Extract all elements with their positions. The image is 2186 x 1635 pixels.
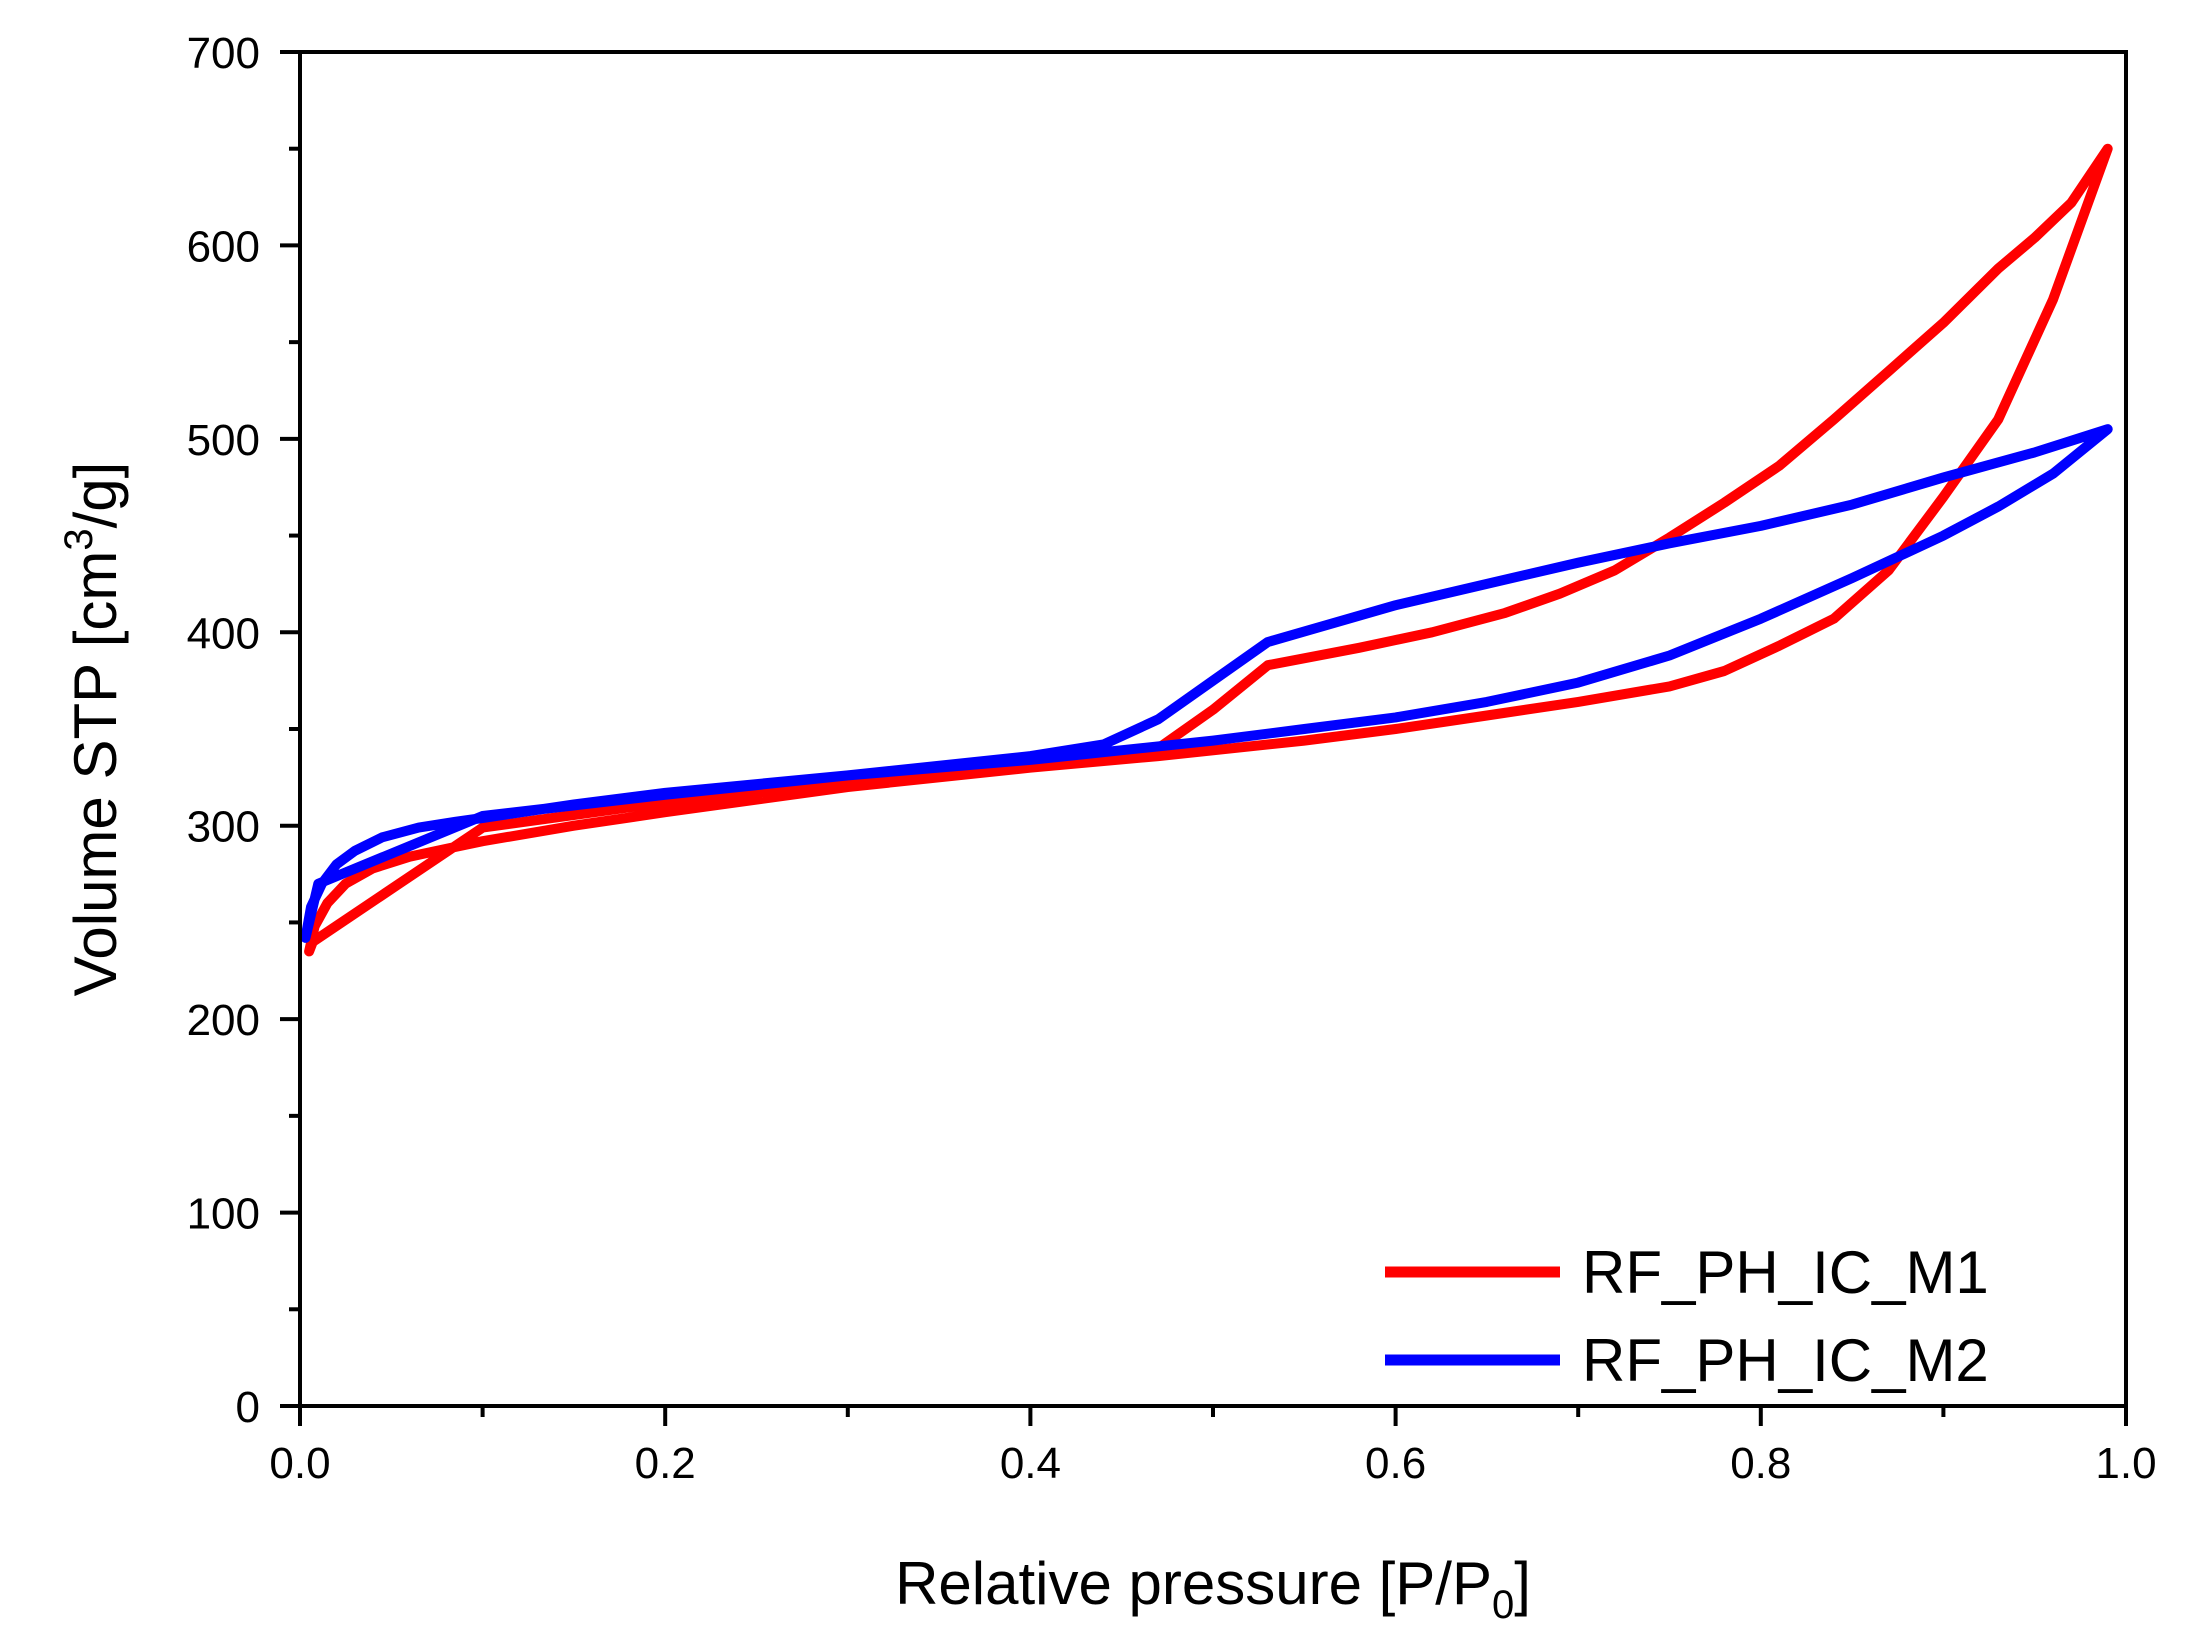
y-tick-label: 0 bbox=[236, 1383, 260, 1432]
y-axis-title-superscript: 3 bbox=[57, 528, 101, 550]
x-tick-label: 0.2 bbox=[635, 1439, 696, 1488]
x-tick-label: 0.0 bbox=[269, 1439, 330, 1488]
x-tick-label: 0.6 bbox=[1365, 1439, 1426, 1488]
series-line-1 bbox=[304, 143, 2113, 957]
y-tick-label: 700 bbox=[187, 29, 260, 78]
ticks-layer: 0.0 0.2 0.4 0.6 0.8 1.0 0 100 200 300 400 500 600 700 bbox=[187, 29, 2157, 1488]
y-axis-title: Volume STP [cm3/g] bbox=[57, 462, 129, 997]
y-tick-label: 600 bbox=[187, 222, 260, 271]
series-line-2 bbox=[300, 424, 2113, 943]
x-tick-label: 0.4 bbox=[1000, 1439, 1061, 1488]
y-tick-label: 400 bbox=[187, 609, 260, 658]
y-tick-label: 100 bbox=[187, 1190, 260, 1239]
y-tick-label: 300 bbox=[187, 803, 260, 852]
x-axis-title-subscript: 0 bbox=[1492, 1583, 1514, 1627]
legend-label-m1: RF_PH_IC_M1 bbox=[1582, 1239, 1989, 1306]
x-axis-title-close: ] bbox=[1514, 1550, 1531, 1617]
legend-label-m2: RF_PH_IC_M2 bbox=[1582, 1327, 1989, 1394]
x-axis-title-main: Relative pressure [P/P bbox=[895, 1550, 1492, 1617]
x-tick-label: 1.0 bbox=[2095, 1439, 2156, 1488]
x-axis-title: Relative pressure [P/P0] bbox=[895, 1550, 1531, 1627]
y-tick-label: 500 bbox=[187, 416, 260, 465]
y-tick-label: 200 bbox=[187, 996, 260, 1045]
series-layer bbox=[300, 143, 2113, 957]
legend: RF_PH_IC_M1 RF_PH_IC_M2 bbox=[1385, 1239, 1989, 1394]
y-axis-title-close: /g] bbox=[62, 462, 129, 529]
y-axis-title-main: Volume STP [cm bbox=[62, 551, 129, 997]
x-tick-label: 0.8 bbox=[1730, 1439, 1791, 1488]
